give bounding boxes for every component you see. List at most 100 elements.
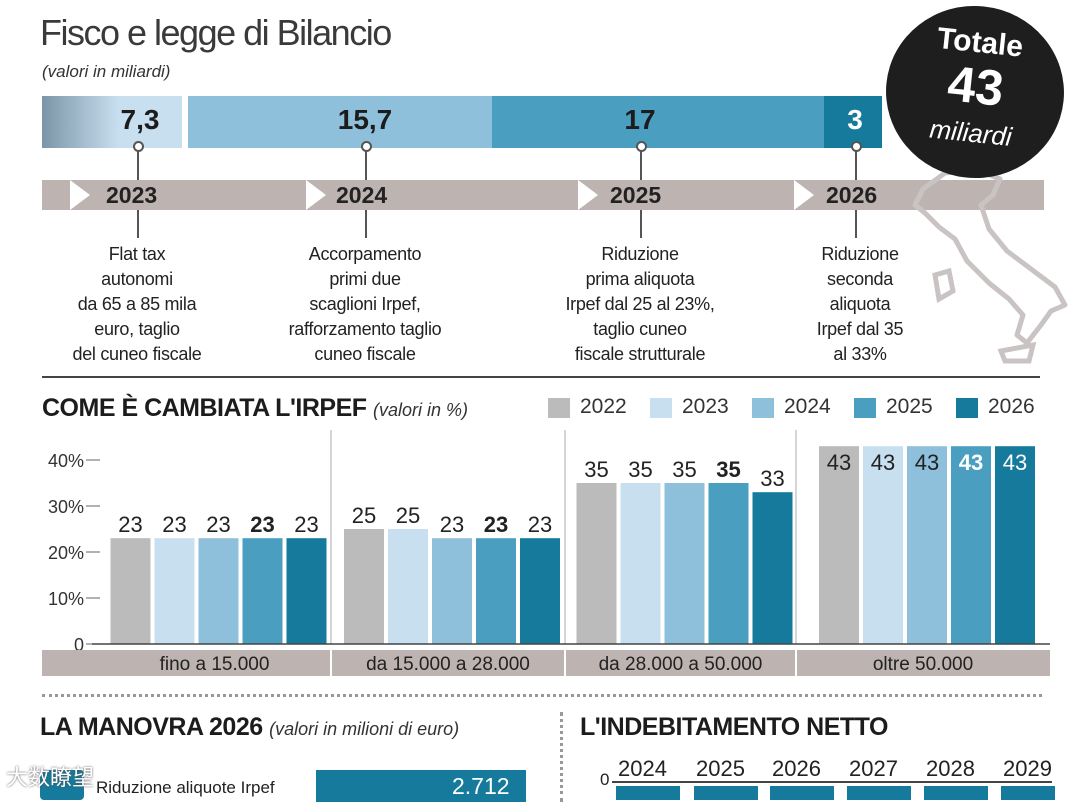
gradient-segment: [42, 96, 182, 148]
page-subtitle: (valori in miliardi): [42, 62, 171, 81]
bar-value-label: 43: [871, 450, 895, 475]
segment-value-2025: 17: [624, 104, 656, 135]
pin-line-2023: [137, 150, 139, 180]
segment-2024: [188, 96, 492, 148]
y-tick-label: 40%: [48, 451, 84, 471]
bar-value-label: 43: [959, 450, 983, 475]
y-tick-label: 20%: [48, 543, 84, 563]
manovra-section-title: LA MANOVRA 2026 (valori in milioni di eu…: [40, 713, 459, 742]
bar-value-label: 25: [352, 503, 376, 528]
desc-line: fiscale strutturale: [574, 344, 706, 364]
bar-value-label: 23: [162, 512, 186, 537]
timeline-arrow: [70, 180, 90, 210]
indeb-bar: [847, 786, 911, 800]
bar-2026: [752, 492, 793, 644]
desc-line: autonomi: [101, 269, 173, 289]
desc-line: prima aliquota: [585, 269, 695, 289]
legend-label-2026: 2026: [988, 395, 1035, 418]
legend-label-2023: 2023: [682, 395, 729, 418]
indeb-year: 2028: [926, 756, 975, 781]
manovra-row-value: 2.712: [452, 773, 510, 799]
timeline-arrow: [794, 180, 814, 210]
category-band: [42, 650, 1050, 676]
year-label-2024: 2024: [336, 182, 388, 208]
indeb-bar: [924, 786, 988, 800]
desc-line: Accorpamento: [308, 244, 422, 264]
bar-value-label: 25: [396, 503, 420, 528]
bar-value-label: 23: [528, 512, 552, 537]
bar-2022: [576, 483, 617, 644]
indeb-year: 2027: [849, 756, 898, 781]
bar-value-label: 35: [628, 457, 652, 482]
bar-2026: [520, 538, 560, 644]
y-tick-label: 0: [74, 635, 84, 655]
bar-value-label: 23: [440, 512, 464, 537]
bar-2024: [198, 538, 239, 644]
total-badge: Totale 43 miliardi: [877, 0, 1073, 187]
section-divider: [42, 376, 1040, 378]
desc-line: da 65 a 85 mila: [77, 294, 197, 314]
desc-connector: [365, 210, 367, 238]
bar-2026: [995, 446, 1035, 644]
pin-line-2025: [640, 150, 642, 180]
category-label: da 28.000 a 50.000: [599, 654, 763, 675]
desc-connector: [137, 210, 139, 238]
desc-line: del cuneo fiscale: [72, 344, 202, 364]
timeline-band: [42, 180, 1044, 210]
indebitamento-axis: [612, 781, 1052, 783]
bar-2026: [286, 538, 327, 644]
y-tick-label: 10%: [48, 589, 84, 609]
desc-line: primi due: [329, 269, 401, 289]
bar-value-label: 23: [294, 512, 318, 537]
bar-2023: [388, 529, 428, 644]
y-tick-label: 30%: [48, 497, 84, 517]
legend-label-2025: 2025: [886, 395, 933, 418]
timeline-arrow: [578, 180, 598, 210]
desc-line: al 33%: [833, 344, 887, 364]
legend-swatch-2025: [854, 398, 876, 418]
indebitamento-section-title: L'INDEBITAMENTO NETTO: [580, 713, 888, 741]
dotted-divider: [42, 694, 1042, 697]
legend-swatch-2022: [548, 398, 570, 418]
year-label-2025: 2025: [610, 182, 662, 208]
desc-line: euro, taglio: [94, 319, 180, 339]
indeb-bar: [694, 786, 758, 800]
desc-line: Riduzione: [601, 244, 679, 264]
bar-2022: [110, 538, 151, 644]
bar-value-label: 35: [672, 457, 696, 482]
category-label: oltre 50.000: [873, 654, 973, 675]
bottom-vertical-divider: [560, 712, 563, 802]
manovra-row-label: Riduzione aliquote Irpef: [96, 778, 275, 797]
bar-value-label: 35: [584, 457, 608, 482]
indeb-year: 2026: [772, 756, 821, 781]
bar-2025: [708, 483, 749, 644]
bar-2022: [344, 529, 384, 644]
desc-line: scaglioni Irpef,: [309, 294, 421, 314]
desc-line: cuneo fiscale: [314, 344, 416, 364]
bar-2023: [154, 538, 195, 644]
bar-2024: [432, 538, 472, 644]
desc-line: aliquota: [829, 294, 891, 314]
category-label: da 15.000 a 28.000: [366, 654, 530, 675]
manovra-title-note: (valori in milioni di euro): [269, 719, 460, 739]
desc-line: rafforzamento taglio: [288, 319, 442, 339]
desc-line: taglio cuneo: [593, 319, 687, 339]
irpef-bar-chart: 0 10% 20% 30% 40% 23 23 23 23 23 25 25 23 23 23 35 35 35 3…: [42, 430, 1050, 676]
desc-line: Irpef dal 25 al 23%,: [565, 294, 715, 314]
description-2024: Accorpamento primi due scaglioni Irpef, …: [255, 242, 475, 367]
desc-line: Riduzione: [821, 244, 899, 264]
bar-value-label: 35: [716, 457, 740, 482]
indeb-year: 2025: [696, 756, 745, 781]
bar-2023: [863, 446, 903, 644]
legend-swatch-2026: [956, 398, 978, 418]
bar-value-label: 23: [484, 512, 508, 537]
segment-2026: [824, 96, 882, 148]
year-label-2023: 2023: [106, 182, 158, 208]
bar-2024: [907, 446, 947, 644]
segment-value-2023: 7,3: [120, 104, 160, 135]
percent-icon: [40, 770, 84, 800]
desc-line: seconda: [827, 269, 893, 289]
bar-value-label: 43: [827, 450, 851, 475]
indebitamento-axis-zero: 0: [600, 770, 610, 789]
legend-swatch-2024: [752, 398, 774, 418]
